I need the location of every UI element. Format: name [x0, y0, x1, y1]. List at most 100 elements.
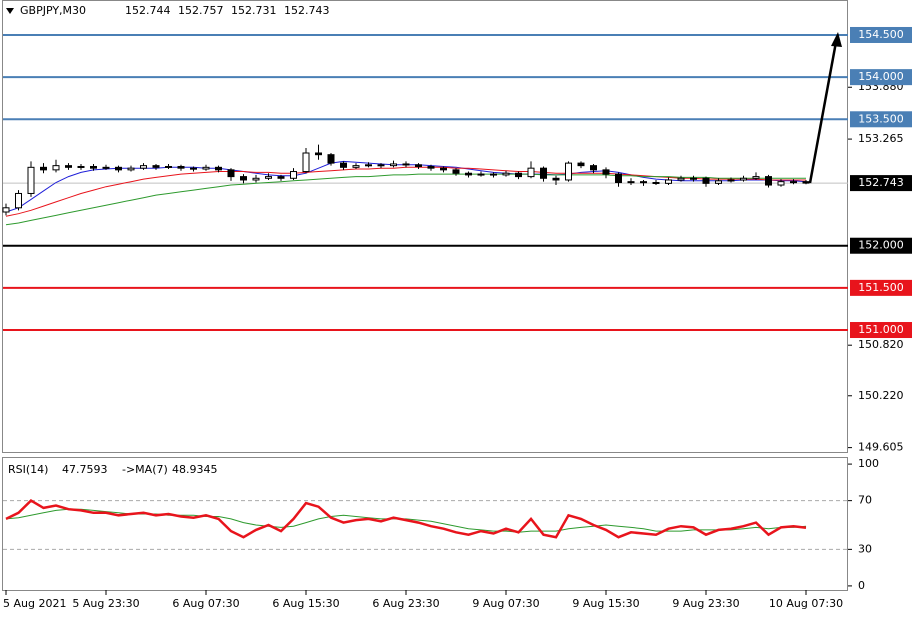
candle-body — [40, 166, 47, 171]
candle-body — [527, 167, 535, 178]
symbol: GBPJPY,M30 — [20, 4, 86, 17]
candle-body — [352, 165, 360, 168]
candle-body — [252, 177, 260, 181]
candle-body — [477, 173, 485, 176]
candle-body — [765, 176, 772, 186]
y-tick-label: 150.820 — [858, 338, 904, 351]
current-price-tag — [850, 175, 912, 192]
rsi-line — [5, 499, 807, 539]
x-tick-label: 6 Aug 15:30 — [272, 597, 339, 610]
quote-open: 152.744 — [125, 4, 171, 17]
candle-body — [315, 152, 322, 156]
y-tick-label: 30 — [858, 542, 872, 555]
level-label: 151.500 — [858, 281, 904, 294]
current-price-label: 152.743 — [858, 176, 904, 189]
candle-body — [665, 179, 672, 184]
candle-body — [2, 207, 10, 213]
candle-body — [727, 179, 735, 182]
candle-body — [602, 169, 610, 175]
candle-body — [740, 177, 747, 181]
candle-body — [615, 173, 622, 184]
candle-body — [52, 165, 60, 171]
level-tag — [850, 237, 912, 254]
level-tag — [850, 26, 912, 43]
candle-body — [427, 165, 435, 169]
header: GBPJPY,M30 152.744 152.757 152.731 152.7… — [6, 4, 330, 17]
y-tick-label: 149.605 — [858, 441, 904, 454]
candle-body — [140, 165, 147, 169]
candle-body — [690, 177, 697, 180]
candle-body — [127, 167, 135, 171]
y-tick-label: 100 — [858, 457, 879, 470]
candle-body — [377, 164, 385, 167]
candle-body — [565, 162, 572, 181]
candle-body — [277, 176, 285, 179]
main-layer: 153.880153.265150.820150.220149.605154.5… — [2, 26, 912, 610]
arrow-head — [831, 32, 842, 47]
y-tick-label: 70 — [858, 494, 872, 507]
level-tag — [850, 69, 912, 86]
level-label: 151.000 — [858, 323, 904, 336]
candle-body — [227, 169, 235, 178]
level-label: 152.000 — [858, 239, 904, 252]
y-tick-label: 0 — [858, 579, 865, 592]
candle-body — [27, 166, 35, 194]
level-tag — [850, 111, 912, 128]
candle-body — [752, 176, 760, 179]
quote-close: 152.743 — [284, 4, 330, 17]
x-tick-label: 9 Aug 07:30 — [472, 597, 539, 610]
candle-body — [65, 165, 72, 168]
candle-body — [15, 192, 22, 209]
x-tick-label: 9 Aug 23:30 — [672, 597, 739, 610]
candle-body — [390, 163, 397, 167]
candle-body — [590, 165, 597, 171]
candle-body — [502, 172, 510, 176]
candle-body — [490, 173, 497, 176]
candle-body — [302, 152, 310, 173]
level-label: 153.500 — [858, 112, 904, 125]
level-tag — [850, 322, 912, 339]
candle-body — [640, 181, 647, 184]
candle-body — [465, 172, 472, 176]
ma-last: 48.9345 — [172, 463, 218, 476]
candle-body — [77, 165, 85, 168]
candle-body — [790, 181, 797, 184]
candle-body — [677, 177, 685, 181]
candle-body — [265, 176, 272, 179]
candle-body — [215, 166, 222, 171]
y-tick-label: 153.265 — [858, 132, 904, 145]
candle-body — [515, 172, 522, 178]
candle-body — [190, 167, 197, 170]
x-tick-label: 6 Aug 23:30 — [372, 597, 439, 610]
rsi-last: 47.7593 — [62, 463, 108, 476]
candle-body — [715, 180, 722, 184]
candle-body — [802, 181, 810, 184]
x-tick-label: 5 Aug 23:30 — [72, 597, 139, 610]
level-tag — [850, 279, 912, 296]
rsi-panel — [2, 457, 848, 591]
candle-body — [652, 182, 660, 185]
x-tick-label: 10 Aug 07:30 — [769, 597, 843, 610]
candle-body — [177, 165, 185, 169]
candle-body — [202, 166, 210, 170]
ma-name: ->MA(7) — [122, 463, 168, 476]
candle-body — [627, 181, 635, 184]
y-tick-label: 150.220 — [858, 389, 904, 402]
candle-body — [365, 164, 372, 167]
level-label: 154.000 — [858, 70, 904, 83]
candle-body — [452, 169, 460, 174]
forecast-arrow — [808, 41, 838, 184]
x-tick-label: 5 Aug 2021 — [3, 597, 66, 610]
candle-body — [290, 171, 297, 179]
candle-body — [577, 162, 585, 167]
rsi-header: RSI(14) 47.7593 ->MA(7) 48.9345 — [8, 463, 218, 476]
candle-body — [90, 165, 97, 169]
main-panel — [2, 0, 848, 453]
rsi-name: RSI(14) — [8, 463, 48, 476]
candle-body — [702, 177, 710, 184]
candle-body — [777, 181, 785, 186]
candle-body — [165, 165, 172, 168]
candle-body — [540, 167, 547, 179]
